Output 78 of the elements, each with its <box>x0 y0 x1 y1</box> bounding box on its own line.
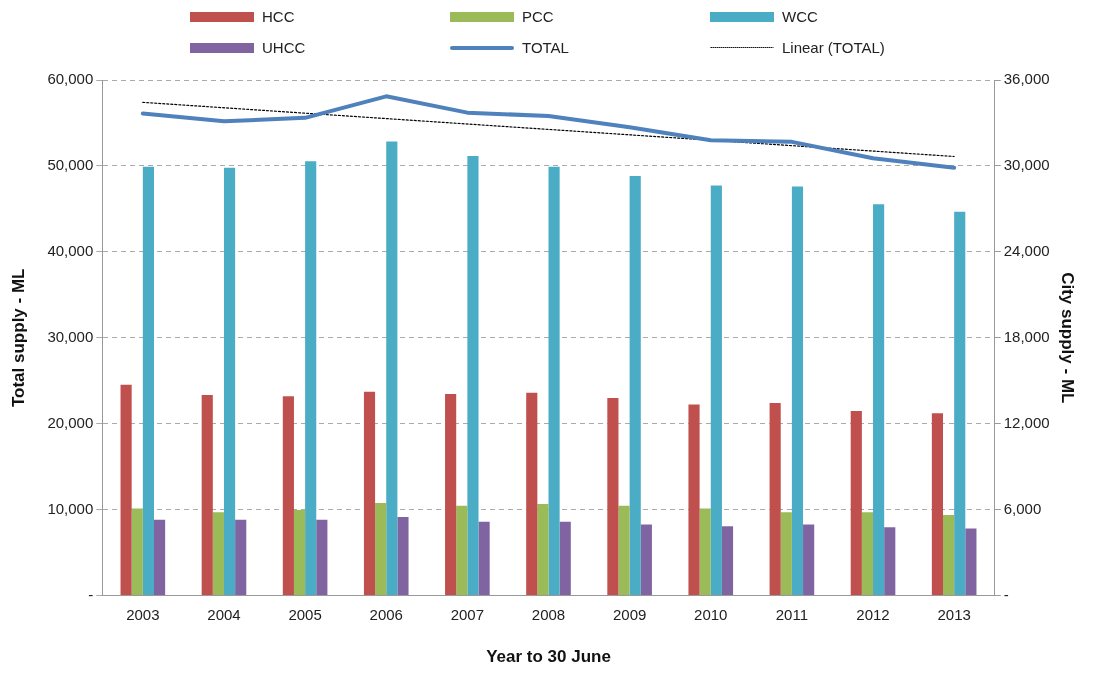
bar <box>154 519 166 596</box>
legend-label: TOTAL <box>521 39 570 56</box>
bar <box>943 514 955 596</box>
bar <box>223 167 236 596</box>
legend-label: WCC <box>781 8 819 25</box>
bar <box>305 161 317 596</box>
x-tick-label: 2010 <box>694 605 728 623</box>
legend-label: UHCC <box>261 39 307 56</box>
bar <box>931 413 943 596</box>
x-tick-label: 2008 <box>531 605 566 623</box>
x-tick-label: 2004 <box>207 605 241 623</box>
bar <box>467 156 479 596</box>
bar <box>363 391 376 596</box>
bar <box>954 211 966 596</box>
bar <box>478 521 490 596</box>
y-tick-label: - <box>88 585 94 603</box>
x-tick-label: 2013 <box>937 605 971 623</box>
bar <box>131 508 143 596</box>
bar <box>699 508 711 596</box>
bar <box>445 394 457 596</box>
x-axis-title: Year to 30 June <box>486 647 611 667</box>
y2-tick-label: - <box>1003 585 1009 603</box>
bar <box>965 528 977 596</box>
bar <box>559 521 571 596</box>
x-tick-label: 2011 <box>775 605 809 623</box>
bar <box>873 204 885 596</box>
y-tick-label: 60,000 <box>47 70 94 88</box>
bar <box>316 519 328 596</box>
y2-tick-label: 24,000 <box>1003 242 1050 260</box>
y2-tick-label: 36,000 <box>1003 70 1050 88</box>
bar <box>548 166 560 596</box>
y2-tick-label: 6,000 <box>1003 499 1042 517</box>
x-tick-label: 2012 <box>856 605 890 623</box>
bar <box>803 524 815 596</box>
y-tick-label: 30,000 <box>47 327 94 345</box>
bar <box>282 396 294 596</box>
x-tick-label: 2003 <box>126 605 160 623</box>
bar <box>120 384 132 596</box>
x-tick-label: 2006 <box>369 605 403 623</box>
bar <box>861 512 874 596</box>
bar <box>537 504 549 596</box>
y2-tick-label: 30,000 <box>1003 156 1050 174</box>
bar <box>375 503 387 596</box>
y-tick-label: 20,000 <box>47 413 94 431</box>
bar <box>142 166 154 596</box>
bar <box>201 394 213 596</box>
bar <box>688 404 700 596</box>
bar <box>212 512 224 596</box>
bar <box>721 526 734 596</box>
x-tick-label: 2005 <box>288 605 322 623</box>
y2-tick-label: 12,000 <box>1003 413 1050 431</box>
bar <box>791 186 804 596</box>
bar <box>618 505 630 596</box>
bar <box>397 517 409 596</box>
bar <box>607 398 619 596</box>
bar <box>293 509 306 596</box>
y-tick-label: 40,000 <box>47 242 94 260</box>
bar <box>710 185 722 596</box>
legend-label: Linear (TOTAL) <box>781 39 886 56</box>
y2-tick-label: 18,000 <box>1003 327 1050 345</box>
x-tick-label: 2007 <box>450 605 485 623</box>
bar <box>456 505 468 596</box>
bar <box>640 524 652 596</box>
bar <box>235 519 247 596</box>
x-tick-label: 2009 <box>612 605 647 623</box>
legend-label: HCC <box>261 8 296 25</box>
legend-label: PCC <box>521 8 555 25</box>
bar <box>780 512 792 596</box>
bar <box>526 392 538 596</box>
y-tick-label: 10,000 <box>47 499 94 517</box>
bar <box>386 141 398 596</box>
bar <box>629 175 641 596</box>
bar <box>884 527 896 596</box>
y2-axis-title: City supply - ML <box>1058 272 1078 404</box>
bar <box>769 402 781 596</box>
y-axis-title: Total supply - ML <box>8 268 28 408</box>
y-tick-label: 50,000 <box>47 156 94 174</box>
bar <box>850 410 862 596</box>
